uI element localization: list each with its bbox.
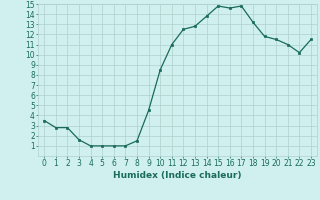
- X-axis label: Humidex (Indice chaleur): Humidex (Indice chaleur): [113, 171, 242, 180]
